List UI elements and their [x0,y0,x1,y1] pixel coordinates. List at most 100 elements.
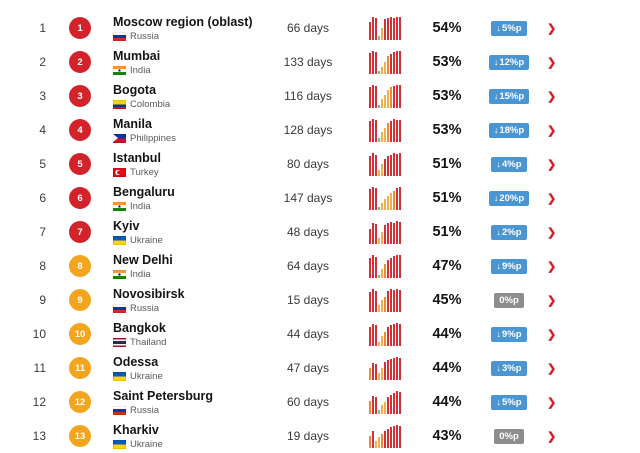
chart-bar [390,192,392,210]
chart-bar [390,288,392,312]
table-row[interactable]: 10 10 Bangkok Thailand 44 days 44% ↓ 9%p… [0,317,640,351]
chart-bar [375,290,377,312]
chart-bar [372,362,374,380]
rank-badge: 4 [69,119,91,141]
chevron-right-icon[interactable]: ❯ [547,158,557,171]
city-name: Moscow region (oblast) [113,14,253,29]
chevron-right-icon[interactable]: ❯ [547,260,557,273]
table-row[interactable]: 2 2 Mumbai India 133 days 53% ↓ 12%p ❯ [0,45,640,79]
chart-bar [381,368,383,380]
table-row[interactable]: 8 8 New Delhi India 64 days 47% ↓ 9%p ❯ [0,249,640,283]
country-flag-icon [113,371,126,381]
chart-bar [378,275,380,278]
chart-bar [372,222,374,244]
rank-number: 2 [39,55,46,69]
table-row[interactable]: 1 1 Moscow region (oblast) Russia 66 day… [0,11,640,45]
chevron-right-icon[interactable]: ❯ [547,430,557,443]
rank-badge-number: 3 [77,90,83,102]
table-row[interactable]: 3 3 Bogota Colombia 116 days 53% ↓ 15%p … [0,79,640,113]
change-badge: ↓ 9%p [491,326,527,342]
country-flag-icon [113,303,126,313]
chevron-right-icon[interactable]: ❯ [547,192,557,205]
chart-bar [378,170,380,176]
city-name: Bangkok [113,320,166,335]
chart-bar [393,190,395,210]
rank-number: 7 [39,225,46,239]
chevron-right-icon[interactable]: ❯ [547,328,557,341]
chevron-right-icon[interactable]: ❯ [547,226,557,239]
mini-bar-chart [369,254,403,278]
rank-badge-number: 5 [77,158,83,170]
chart-bar [381,336,383,346]
chevron-right-icon[interactable]: ❯ [547,56,557,69]
chevron-right-icon[interactable]: ❯ [547,124,557,137]
chart-bar [378,372,380,380]
chevron-right-icon[interactable]: ❯ [547,90,557,103]
table-row[interactable]: 7 7 Kyiv Ukraine 48 days 51% ↓ 2%p ❯ [0,215,640,249]
chart-bar [372,118,374,142]
table-row[interactable]: 5 5 Istanbul Turkey 80 days 51% ↓ 4%p ❯ [0,147,640,181]
chevron-right-icon[interactable]: ❯ [547,396,557,409]
rank-number: 8 [39,259,46,273]
city-name: Mumbai [113,48,161,63]
chart-bar [399,254,401,278]
chart-bar [381,269,383,278]
chart-bar [393,85,395,108]
chart-bar [384,94,386,108]
rank-badge-number: 6 [77,192,83,204]
chart-bar [387,327,389,346]
chart-bar [399,152,401,176]
chart-bar [372,16,374,40]
chart-bar [378,437,380,448]
country-row: Russia [113,303,263,314]
days-value: 66 days [286,21,330,35]
chart-bar [390,395,392,414]
city-name: Kharkiv [113,422,159,437]
chevron-right-icon[interactable]: ❯ [547,22,557,35]
chart-bar [381,66,383,74]
congestion-percentage: 43% [432,428,462,444]
mini-bar-chart [369,356,403,380]
chart-bar [387,90,389,108]
table-row[interactable]: 11 11 Odessa Ukraine 47 days 44% ↓ 3%p ❯ [0,351,640,385]
chart-bar [387,155,389,176]
chart-bar [396,153,398,176]
city-name: Bogota [113,82,157,97]
congestion-percentage: 51% [432,156,462,172]
city-cell: Bengaluru India [113,185,263,212]
chart-bar [372,84,374,108]
chart-bar [369,400,371,414]
chevron-right-icon[interactable]: ❯ [547,294,557,307]
chart-bar [396,220,398,244]
table-row[interactable]: 6 6 Bengaluru India 147 days 51% ↓ 20%p … [0,181,640,215]
chevron-right-icon[interactable]: ❯ [547,362,557,375]
rank-number: 10 [32,327,46,341]
chart-bar [369,155,371,176]
congestion-percentage: 51% [432,224,462,240]
change-value: 15%p [499,90,525,102]
table-row[interactable]: 12 12 Saint Petersburg Russia 60 days 44… [0,385,640,419]
chart-bar [375,119,377,142]
days-value: 64 days [286,259,330,273]
down-arrow-icon: ↓ [496,22,501,33]
chart-bar [387,222,389,244]
change-value: 20%p [499,192,525,204]
chart-bar [396,16,398,40]
chart-bar [381,28,383,40]
chart-bar [384,296,386,312]
chart-bar [369,188,371,210]
rank-number: 5 [39,157,46,171]
city-name: Saint Petersburg [113,388,214,403]
rank-badge-number: 13 [74,430,86,442]
chart-bar [387,428,389,448]
city-cell: Manila Philippines [113,117,263,144]
change-cell: ↓ 9%p [481,326,537,342]
country-flag-icon [113,439,126,449]
rank-badge-number: 8 [77,260,83,272]
table-row[interactable]: 9 9 Novosibirsk Russia 15 days 45% 0%p ❯ [0,283,640,317]
table-row[interactable]: 13 13 Kharkiv Ukraine 19 days 43% 0%p ❯ [0,419,640,453]
change-badge: ↓ 9%p [491,258,527,274]
rank-badge: 9 [69,289,91,311]
table-row[interactable]: 4 4 Manila Philippines 128 days 53% ↓ 18… [0,113,640,147]
city-cell: Odessa Ukraine [113,355,263,382]
